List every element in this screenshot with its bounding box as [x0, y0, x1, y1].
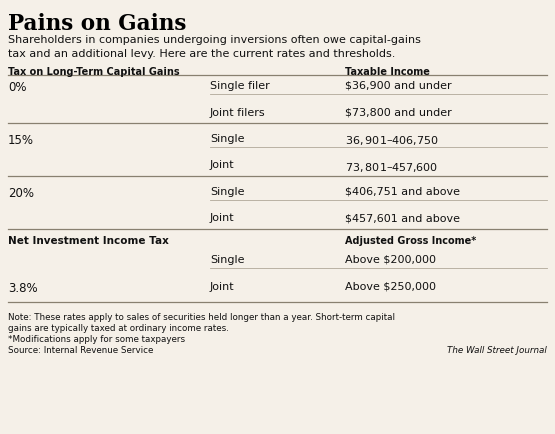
Text: 3.8%: 3.8% [8, 281, 38, 294]
Text: Tax on Long-Term Capital Gains: Tax on Long-Term Capital Gains [8, 67, 180, 77]
Text: The Wall Street Journal: The Wall Street Journal [447, 345, 547, 354]
Text: Joint: Joint [210, 213, 235, 223]
Text: $36,901 – $406,750: $36,901 – $406,750 [345, 134, 439, 147]
Text: $406,751 and above: $406,751 and above [345, 187, 460, 197]
Text: Adjusted Gross Income*: Adjusted Gross Income* [345, 236, 476, 246]
Text: $73,801 – $457,600: $73,801 – $457,600 [345, 160, 438, 173]
Text: Taxable Income: Taxable Income [345, 67, 430, 77]
Text: 0%: 0% [8, 81, 27, 94]
Text: Pains on Gains: Pains on Gains [8, 13, 186, 35]
Text: Source: Internal Revenue Service: Source: Internal Revenue Service [8, 345, 153, 354]
Text: Above $200,000: Above $200,000 [345, 254, 436, 264]
Text: $73,800 and under: $73,800 and under [345, 107, 452, 117]
Text: Single filer: Single filer [210, 81, 270, 91]
Text: Note: These rates apply to sales of securities held longer than a year. Short-te: Note: These rates apply to sales of secu… [8, 312, 395, 321]
Text: Net Investment Income Tax: Net Investment Income Tax [8, 236, 169, 246]
Text: *Modifications apply for some taxpayers: *Modifications apply for some taxpayers [8, 334, 185, 343]
Text: Single: Single [210, 254, 245, 264]
Text: $36,900 and under: $36,900 and under [345, 81, 452, 91]
Text: Single: Single [210, 134, 245, 144]
Text: Above $250,000: Above $250,000 [345, 281, 436, 291]
Text: Joint filers: Joint filers [210, 107, 266, 117]
Text: Shareholders in companies undergoing inversions often owe capital-gains
tax and : Shareholders in companies undergoing inv… [8, 35, 421, 59]
Text: Joint: Joint [210, 160, 235, 170]
Text: 15%: 15% [8, 134, 34, 147]
Text: gains are typically taxed at ordinary income rates.: gains are typically taxed at ordinary in… [8, 323, 229, 332]
Text: Joint: Joint [210, 281, 235, 291]
Text: $457,601 and above: $457,601 and above [345, 213, 460, 223]
Text: 20%: 20% [8, 187, 34, 200]
Text: Single: Single [210, 187, 245, 197]
